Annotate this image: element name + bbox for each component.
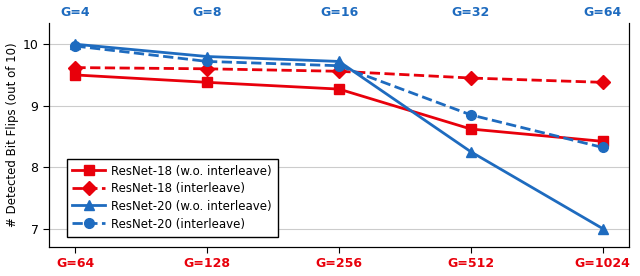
Line: ResNet-18 (w.o. interleave): ResNet-18 (w.o. interleave) — [70, 70, 607, 146]
ResNet-20 (w.o. interleave) — [599, 227, 607, 230]
ResNet-20 (interleave) — [335, 64, 343, 67]
ResNet-20 (w.o. interleave) — [467, 150, 475, 153]
Legend: ResNet-18 (w.o. interleave), ResNet-18 (interleave), ResNet-20 (w.o. interleave): ResNet-18 (w.o. interleave), ResNet-18 (… — [67, 159, 278, 237]
ResNet-20 (interleave) — [72, 44, 79, 48]
ResNet-18 (w.o. interleave) — [335, 87, 343, 91]
ResNet-18 (w.o. interleave) — [204, 81, 211, 84]
ResNet-18 (interleave) — [335, 70, 343, 73]
ResNet-18 (w.o. interleave) — [467, 128, 475, 131]
ResNet-18 (interleave) — [72, 66, 79, 69]
ResNet-18 (w.o. interleave) — [599, 140, 607, 143]
ResNet-18 (interleave) — [204, 67, 211, 70]
ResNet-18 (w.o. interleave) — [72, 73, 79, 77]
ResNet-20 (interleave) — [204, 60, 211, 63]
ResNet-18 (interleave) — [599, 81, 607, 84]
ResNet-20 (w.o. interleave) — [335, 60, 343, 63]
ResNet-20 (interleave) — [599, 146, 607, 149]
Line: ResNet-18 (interleave): ResNet-18 (interleave) — [70, 63, 607, 87]
ResNet-20 (interleave) — [467, 113, 475, 116]
ResNet-18 (interleave) — [467, 76, 475, 80]
Line: ResNet-20 (interleave): ResNet-20 (interleave) — [70, 41, 607, 152]
ResNet-20 (w.o. interleave) — [204, 55, 211, 58]
Y-axis label: # Detected Bit Flips (out of 10): # Detected Bit Flips (out of 10) — [6, 43, 19, 227]
Line: ResNet-20 (w.o. interleave): ResNet-20 (w.o. interleave) — [70, 39, 607, 233]
ResNet-20 (w.o. interleave) — [72, 43, 79, 46]
